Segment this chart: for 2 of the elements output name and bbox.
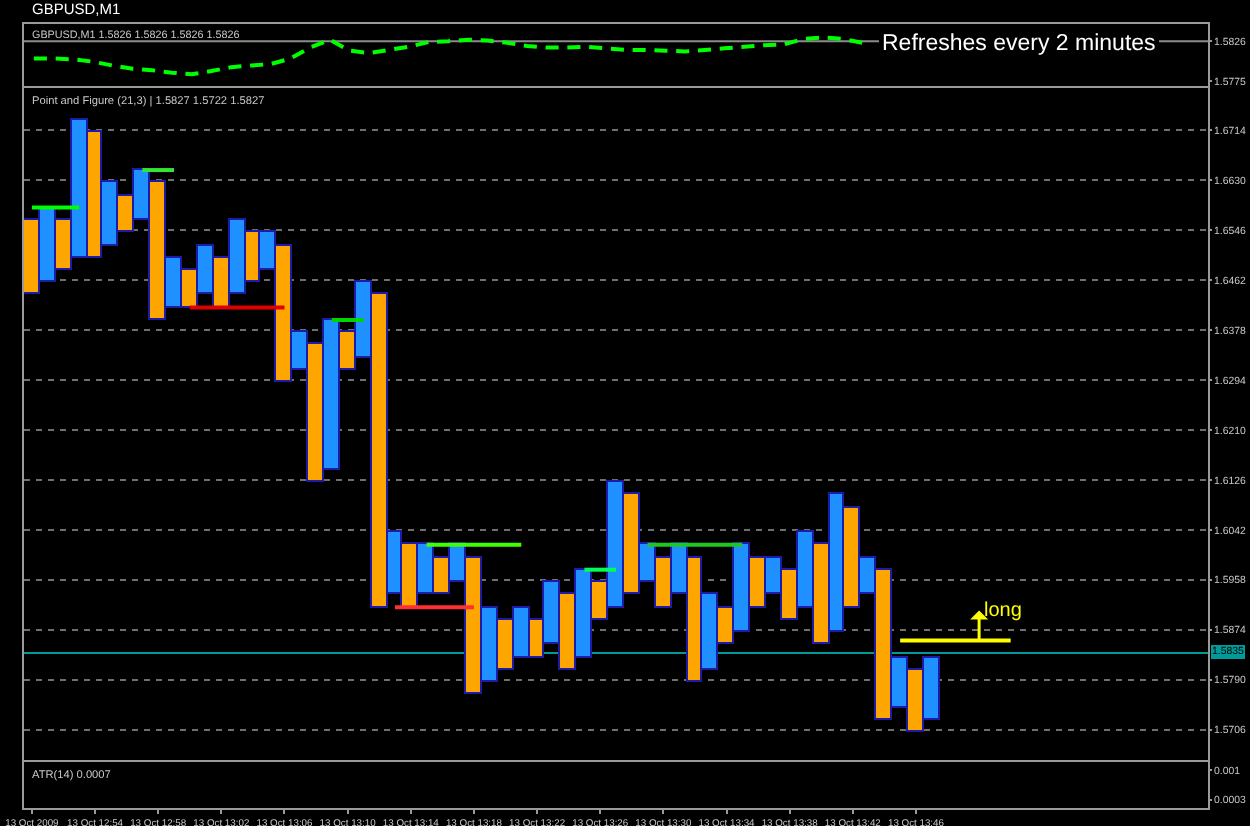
annotation: Refreshes every 2 minutes (882, 32, 1157, 56)
annotation: long (984, 600, 1022, 622)
